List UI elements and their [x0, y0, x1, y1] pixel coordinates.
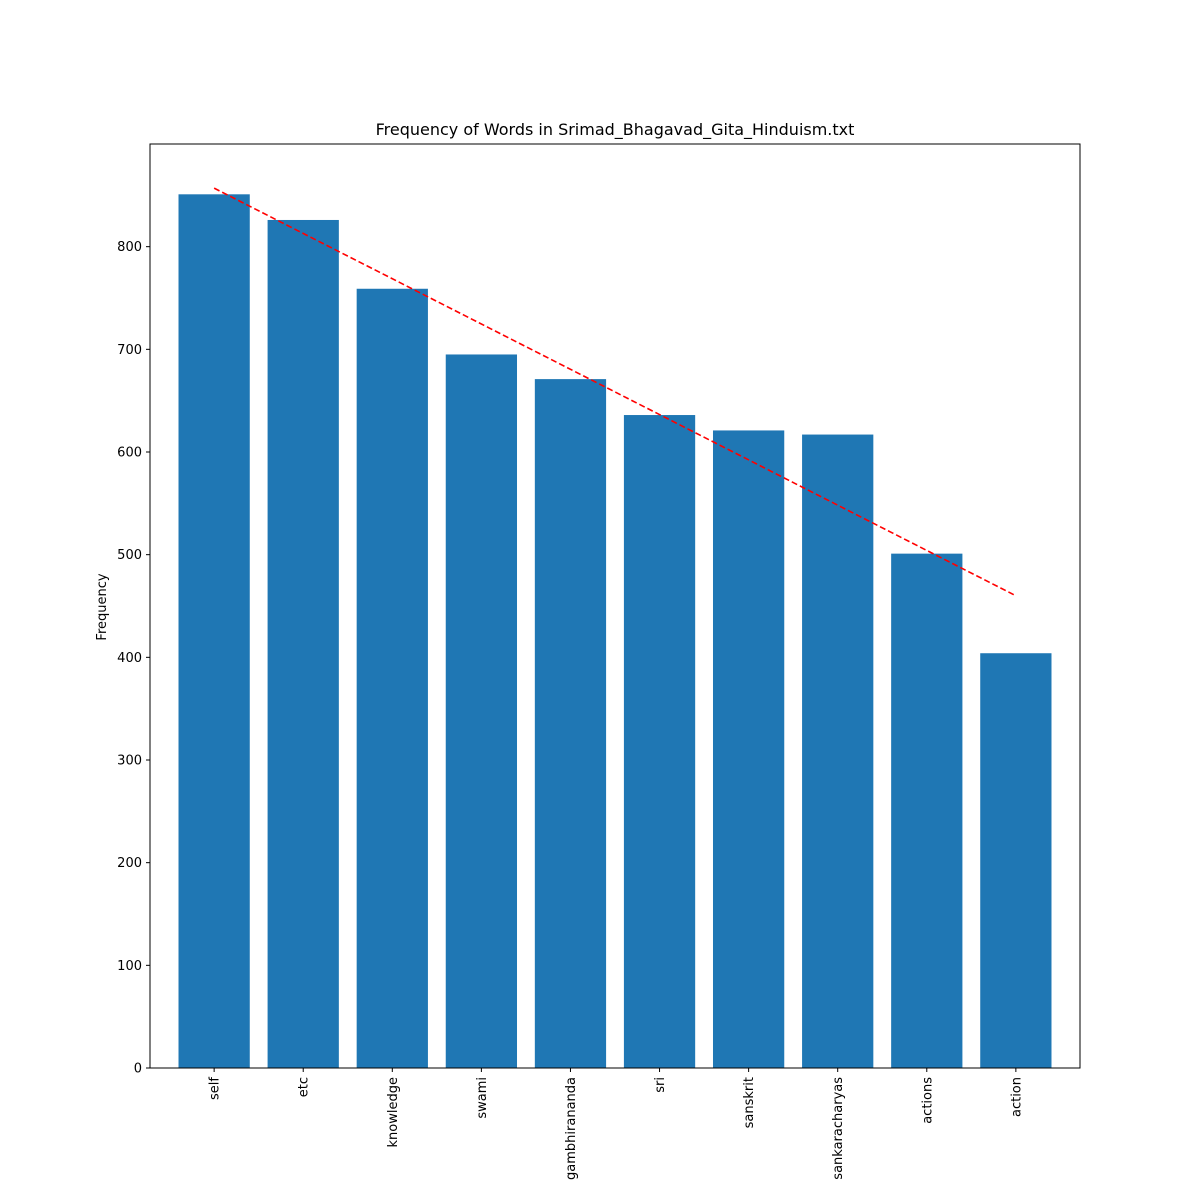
y-axis-label: Frequency — [95, 573, 110, 640]
y-tick-label: 600 — [117, 446, 142, 461]
bar-sri — [623, 415, 696, 1068]
bar-knowledge — [356, 288, 428, 1068]
plot-area: 0 100 200 300 400 500 600 700 800 self etc knowledg… — [117, 143, 1081, 1180]
y-tick-label: 700 — [117, 343, 142, 358]
bar-etc — [267, 219, 339, 1069]
x-tick-label-knowledge: knowledge — [386, 1077, 401, 1147]
x-tick-label-sri: sri — [653, 1077, 668, 1093]
y-tick-label: 500 — [117, 548, 142, 563]
y-tick-label: 0 — [134, 1062, 142, 1077]
bar-swami — [445, 354, 518, 1069]
bar-action — [980, 653, 1052, 1068]
bar-sanskrit — [712, 430, 785, 1068]
x-tick-label-sanskrit: sanskrit — [742, 1077, 757, 1128]
x-tick-label-self: self — [208, 1077, 223, 1100]
bar-self — [178, 194, 250, 1068]
x-tick-label-sankaracharyas: sankaracharyas — [831, 1077, 846, 1180]
x-tick-label-swami: swami — [475, 1077, 490, 1119]
x-tick-label-gambhirananda: gambhirananda — [564, 1077, 579, 1180]
chart-title: Frequency of Words in Srimad_Bhagavad_Gi… — [376, 120, 855, 140]
x-tick-label-etc: etc — [297, 1077, 312, 1097]
y-tick-label: 800 — [117, 240, 142, 255]
y-tick-label: 300 — [117, 754, 142, 769]
bar-sankaracharyas — [802, 434, 874, 1068]
y-tick-label: 100 — [117, 959, 142, 974]
x-tick-label-actions: actions — [920, 1077, 935, 1124]
y-tick-label: 400 — [117, 651, 142, 666]
y-tick-label: 200 — [117, 856, 142, 871]
bar-gambhirananda — [534, 379, 607, 1068]
bar-actions — [891, 553, 963, 1068]
axes-frame — [149, 143, 1081, 1069]
trendline — [213, 187, 1017, 597]
x-tick-label-action: action — [1009, 1077, 1024, 1117]
